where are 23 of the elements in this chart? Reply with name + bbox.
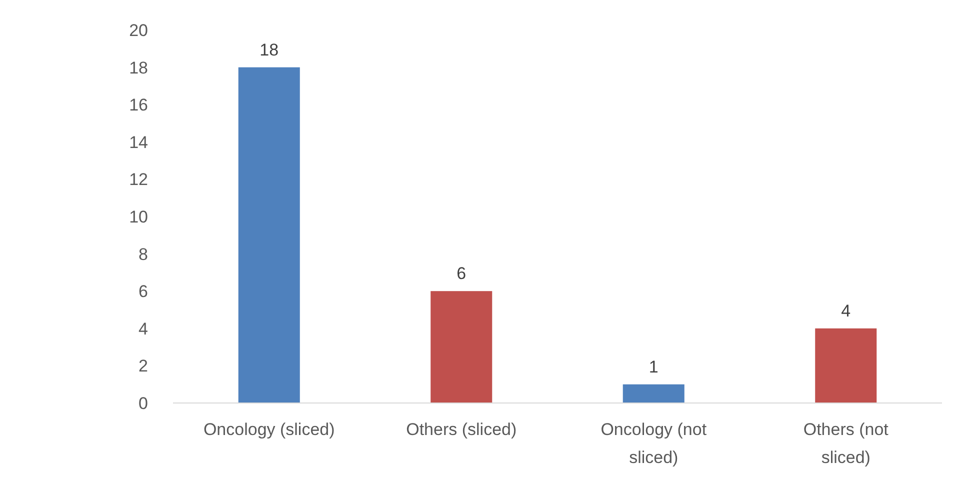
bar [622,384,684,403]
bar [430,291,492,403]
y-tick-label: 0 [138,394,148,413]
x-tick-label: Oncology (not sliced) [600,420,707,467]
y-tick-label: 16 [129,96,148,115]
y-tick-label: 8 [138,244,148,264]
y-tick-label: 20 [129,20,148,40]
bar [815,328,877,403]
x-tick-label: Others (not sliced) [803,420,889,467]
data-label: 4 [841,301,851,320]
y-tick-label: 10 [129,207,148,226]
y-tick-label: 4 [138,319,148,338]
data-label: 1 [648,357,658,376]
x-tick-label: Oncology (sliced) [203,420,335,439]
bar [238,67,300,403]
y-tick-label: 18 [129,58,148,78]
y-tick-label: 6 [138,282,148,302]
y-tick-label: 12 [129,170,148,190]
y-tick-label: 14 [129,132,148,152]
data-label: 18 [260,40,279,60]
y-tick-label: 2 [138,356,148,376]
data-label: 6 [456,264,466,284]
x-tick-label: Others (sliced) [406,420,517,439]
